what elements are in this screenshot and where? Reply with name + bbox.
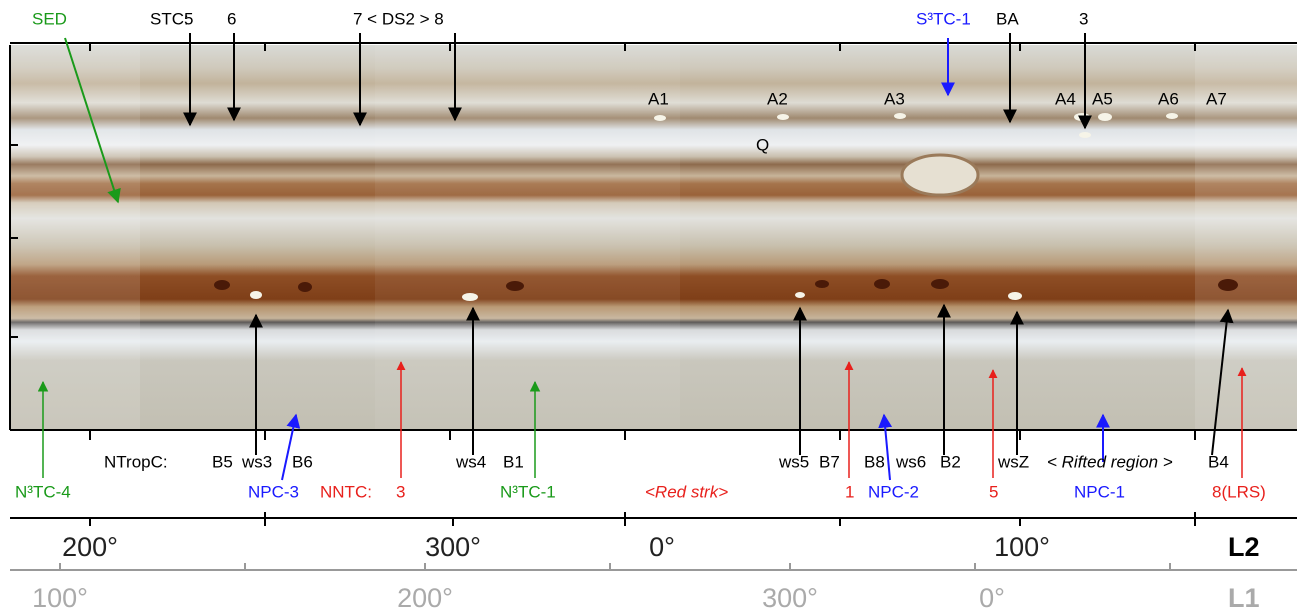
axis-label: 100° bbox=[32, 583, 88, 613]
label: B7 bbox=[819, 452, 840, 471]
label: NNTC: bbox=[320, 482, 372, 501]
label: N³TC-4 bbox=[15, 482, 71, 501]
label: B1 bbox=[503, 452, 524, 471]
label: wsZ bbox=[997, 452, 1029, 471]
label: BA bbox=[996, 9, 1019, 28]
axis-label: 0° bbox=[979, 583, 1005, 613]
label: 7 < DS2 > 8 bbox=[353, 9, 444, 28]
l1-axis: 100° 200° 300° 0° L1 bbox=[32, 583, 1259, 613]
axis-label: 100° bbox=[994, 532, 1050, 562]
label: A4 bbox=[1055, 89, 1076, 108]
label: NPC-2 bbox=[868, 482, 919, 501]
label: B5 bbox=[212, 452, 233, 471]
arrows bbox=[37, 33, 1247, 481]
axis-name: L1 bbox=[1228, 583, 1260, 613]
label: A7 bbox=[1206, 89, 1227, 108]
axis-name: L2 bbox=[1228, 532, 1260, 562]
label: ws3 bbox=[241, 452, 272, 471]
axis-label: 300° bbox=[425, 532, 481, 562]
label: < Rifted region > bbox=[1047, 452, 1173, 471]
label: <Red strk> bbox=[645, 482, 728, 501]
label: 3 bbox=[396, 482, 405, 501]
image-labels: A1 A2 A3 A4 A5 A6 A7 Q bbox=[648, 89, 1227, 154]
label: B4 bbox=[1208, 452, 1229, 471]
label: 5 bbox=[989, 482, 998, 501]
label: N³TC-1 bbox=[500, 482, 556, 501]
bottom-labels-row2: N³TC-4 NPC-3 NNTC: 3 N³TC-1 <Red strk> 1… bbox=[15, 482, 1266, 501]
label: A6 bbox=[1158, 89, 1179, 108]
label: ws4 bbox=[455, 452, 486, 471]
axis-label: 0° bbox=[649, 532, 675, 562]
bottom-labels-row1: NTropC: B5 ws3 B6 ws4 B1 ws5 B7 B8 ws6 B… bbox=[104, 452, 1229, 471]
axis-label: 200° bbox=[62, 532, 118, 562]
planet-strip bbox=[10, 45, 1297, 430]
label: A5 bbox=[1092, 89, 1113, 108]
label: NPC-3 bbox=[248, 482, 299, 501]
label: STC: bbox=[150, 9, 189, 28]
label: 8(LRS) bbox=[1212, 482, 1266, 501]
label: B2 bbox=[940, 452, 961, 471]
label: 5 bbox=[184, 9, 193, 28]
axis-label: 200° bbox=[397, 583, 453, 613]
label: ws5 bbox=[778, 452, 809, 471]
label: A1 bbox=[648, 89, 669, 108]
label: S³TC-1 bbox=[916, 9, 971, 28]
label: NTropC: bbox=[104, 452, 168, 471]
label: A2 bbox=[767, 89, 788, 108]
label: 1 bbox=[845, 482, 854, 501]
label: B6 bbox=[292, 452, 313, 471]
label: A3 bbox=[884, 89, 905, 108]
label: ws6 bbox=[895, 452, 926, 471]
label: Q bbox=[756, 135, 769, 154]
l2-axis: 200° 300° 0° 100° L2 bbox=[62, 532, 1259, 562]
label: SED bbox=[32, 9, 67, 28]
label: B8 bbox=[864, 452, 885, 471]
frame-axes bbox=[9, 42, 1297, 571]
top-labels: SED STC: 5 6 7 < DS2 > 8 S³TC-1 BA 3 bbox=[32, 9, 1088, 28]
axis-label: 300° bbox=[762, 583, 818, 613]
label: 3 bbox=[1079, 9, 1088, 28]
label: NPC-1 bbox=[1074, 482, 1125, 501]
label: 6 bbox=[227, 9, 236, 28]
